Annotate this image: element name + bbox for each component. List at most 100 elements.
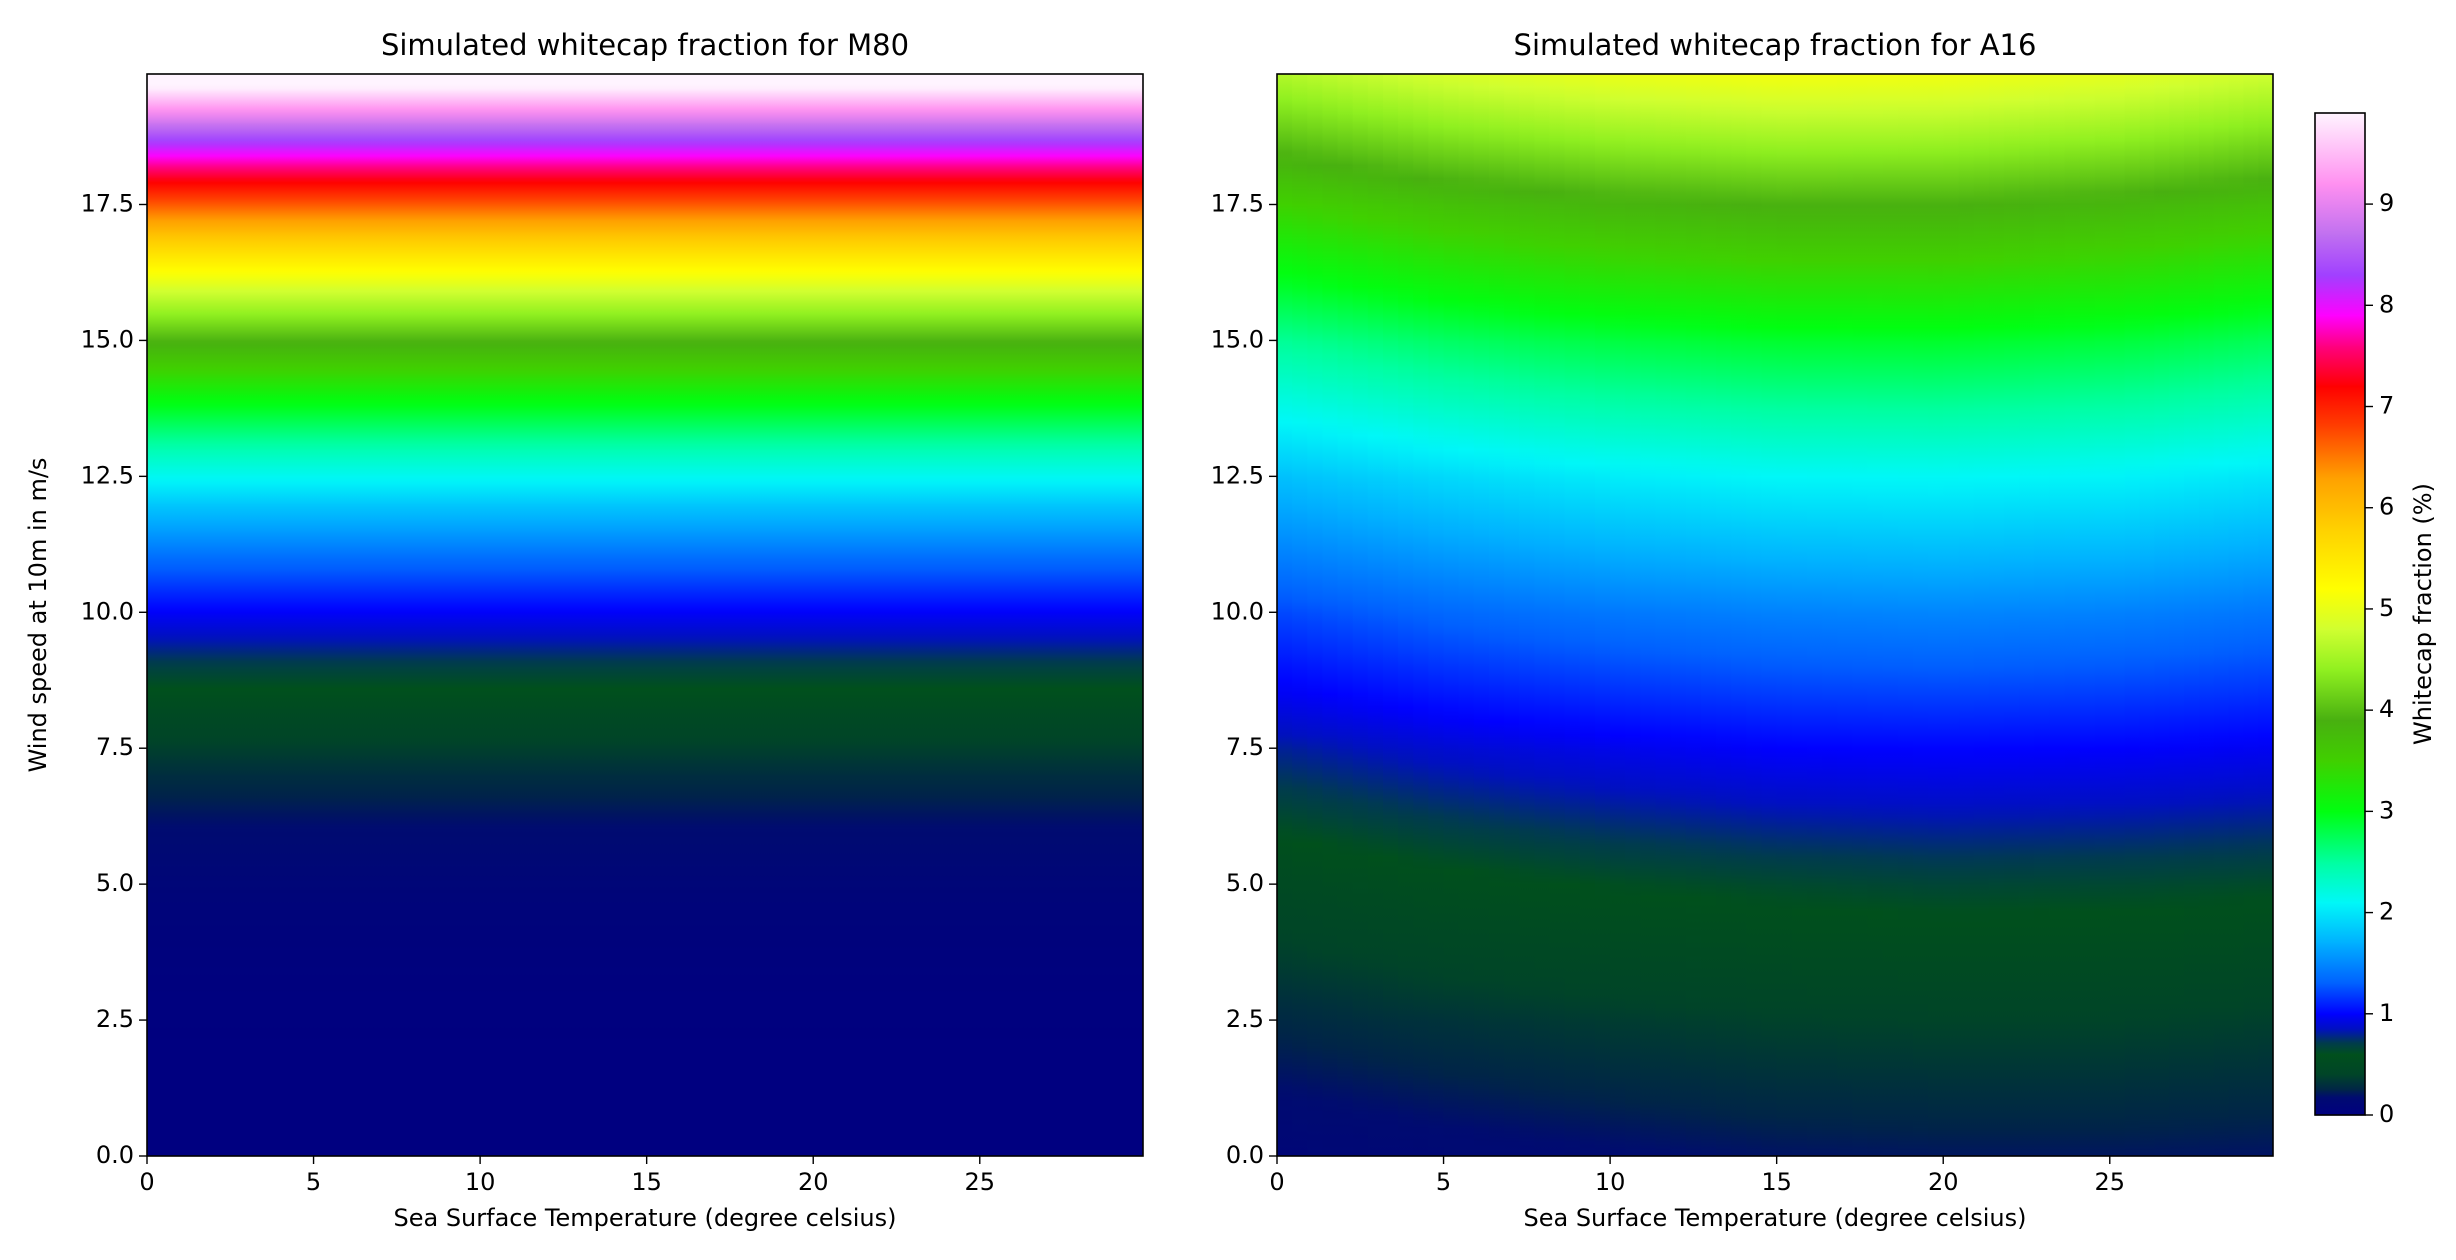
contour-cell: [2018, 204, 2035, 342]
contour-cell: [1973, 612, 1990, 749]
contour-cell: [147, 1101, 1143, 1156]
contour-cell: [1822, 884, 1838, 1021]
contour-cell: [2034, 748, 2050, 885]
contour-cell: [2228, 476, 2244, 613]
contour-cell: [1337, 340, 1354, 477]
contour-cell: [1685, 1020, 1702, 1156]
contour-cell: [1398, 612, 1414, 749]
contour-cell: [2124, 476, 2141, 613]
contour-cell: [2094, 748, 2111, 885]
contour-cell: [2183, 1020, 2200, 1156]
contour-cell: [1867, 340, 1884, 477]
contour-cell: [1973, 204, 1990, 342]
contour-cell: [1761, 204, 1778, 342]
contour-cell: [1882, 612, 1899, 749]
contour-cell: [1473, 884, 1490, 1021]
contour-cell: [1973, 476, 1990, 613]
contour-cell: [147, 829, 1143, 885]
x-axis-label: Sea Surface Temperature (degree celsius): [1523, 1204, 2026, 1232]
contour-cell: [1685, 476, 1702, 613]
contour-cell: [1897, 884, 1914, 1021]
contour-cell: [1731, 476, 1747, 613]
contour-cell: [1382, 612, 1399, 749]
contour-cell: [1292, 1020, 1308, 1156]
contour-cell: [2198, 748, 2215, 885]
contour-cell: [1988, 476, 2005, 613]
axes-frame: [1276, 73, 2274, 1157]
x-tick-label: 15: [631, 1168, 662, 1196]
contour-cell: [1413, 74, 1430, 206]
contour-cell: [1746, 204, 1763, 342]
contour-cell: [147, 394, 1143, 450]
contour-cell: [1307, 612, 1324, 749]
contour-cell: [1504, 74, 1520, 206]
colorbar-tick-label: 2: [2379, 898, 2394, 926]
contour-cell: [2064, 204, 2081, 342]
contour-cell: [1685, 612, 1702, 749]
contour-cell: [2094, 884, 2111, 1021]
x-tick-label: 5: [1436, 1168, 1451, 1196]
contour-cell: [1806, 340, 1823, 477]
contour-cell: [2198, 340, 2215, 477]
contour-cell: [1943, 74, 1959, 206]
contour-cell: [2079, 612, 2096, 749]
contour-cell: [2243, 612, 2259, 749]
contour-cell: [1882, 340, 1899, 477]
contour-cell: [1716, 74, 1732, 206]
contour-cell: [2139, 74, 2155, 206]
contour-cell: [1534, 748, 1551, 885]
contour-cell: [1352, 748, 1369, 885]
contour-cell: [1504, 748, 1520, 885]
contour-cell: [1685, 204, 1702, 342]
contour-cell: [1988, 340, 2005, 477]
contour-cell: [2003, 340, 2020, 477]
colorbar-segment: [2315, 1042, 2365, 1055]
contour-cell: [2228, 204, 2244, 342]
contour-cell: [1716, 612, 1732, 749]
colorbar-segment: [2315, 234, 2365, 276]
contour-cell: [1988, 74, 2005, 206]
contour-cell: [1655, 612, 1672, 749]
contour-cell: [1897, 1020, 1914, 1156]
contour-cell: [1488, 1020, 1505, 1156]
contour-cell: [1943, 340, 1959, 477]
contour-cell: [1731, 340, 1747, 477]
contour-cell: [1428, 884, 1445, 1021]
contour-cell: [1458, 612, 1475, 749]
contour-cell: [2094, 204, 2111, 342]
contour-cell: [1973, 74, 1990, 206]
contour-cell: [1716, 340, 1732, 477]
contour-cell: [1292, 748, 1308, 885]
contour-cell: [1579, 340, 1596, 477]
contour-cell: [1549, 884, 1566, 1021]
contour-cell: [2198, 476, 2215, 613]
contour-cell: [1837, 748, 1853, 885]
contour-cell: [1594, 884, 1611, 1021]
contour-cell: [1640, 204, 1657, 342]
contour-cell: [1928, 340, 1944, 477]
contour-cell: [1988, 612, 2005, 749]
contour-cell: [1806, 748, 1823, 885]
contour-cell: [1791, 612, 1808, 749]
contour-cell: [1776, 612, 1793, 749]
contour-cell: [1352, 884, 1369, 1021]
contour-cell: [1897, 204, 1914, 342]
contour-cell: [1458, 204, 1475, 342]
contour-cell: [2258, 204, 2273, 342]
contour-cell: [1337, 884, 1354, 1021]
contour-cell: [1382, 476, 1399, 613]
contour-cell: [1322, 884, 1339, 1021]
contour-cell: [2169, 884, 2185, 1021]
colorbar-segment: [2315, 477, 2365, 529]
contour-cell: [2034, 74, 2050, 206]
contour-cell: [1337, 476, 1354, 613]
contour-cell: [1791, 204, 1808, 342]
y-tick-label: 17.5: [81, 189, 134, 217]
colorbar-tick-label: 0: [2379, 1100, 2394, 1128]
contour-cell: [1822, 204, 1838, 342]
contour-cell: [1700, 340, 1717, 477]
contour-cell: [1473, 476, 1490, 613]
contour-cell: [1594, 612, 1611, 749]
contour-cell: [1564, 74, 1581, 206]
